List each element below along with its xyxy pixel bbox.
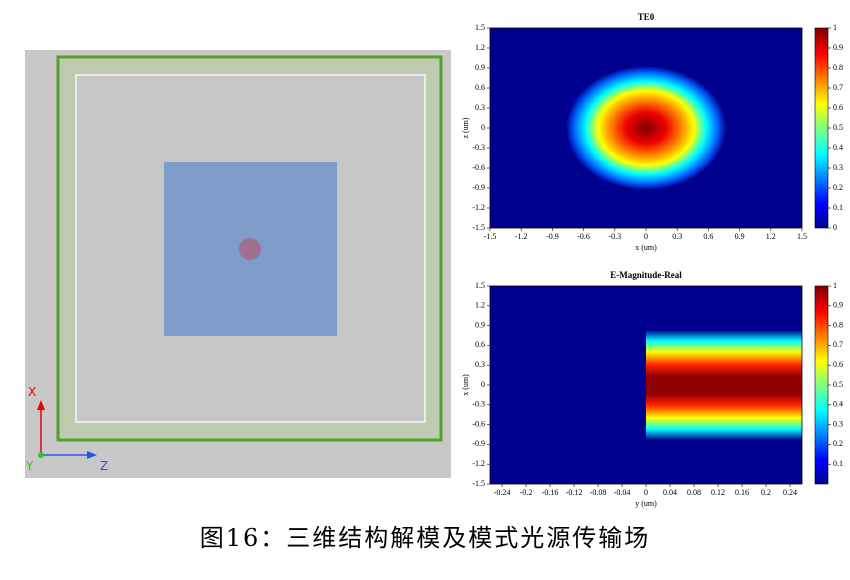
y-tick-label: 1.2 bbox=[475, 301, 485, 310]
y-tick-label: -0.9 bbox=[472, 183, 485, 192]
y-tick-label: 0.3 bbox=[475, 360, 485, 369]
colorbar-tick-label: 0 bbox=[833, 223, 837, 232]
y-tick-label: 1.5 bbox=[475, 23, 485, 32]
colorbar-tick-label: 0.1 bbox=[833, 459, 843, 468]
x-tick-label: 1.5 bbox=[797, 232, 807, 241]
colorbar bbox=[814, 27, 829, 229]
y-axis-label: z (um) bbox=[461, 117, 470, 138]
x-tick-label: -0.3 bbox=[608, 232, 621, 241]
x-axis-label: y (um) bbox=[635, 499, 657, 508]
x-tick-label: 0.08 bbox=[687, 488, 701, 497]
x-tick-label: -0.9 bbox=[546, 232, 559, 241]
x-tick-label: 1.2 bbox=[766, 232, 776, 241]
y-tick-label: -1.2 bbox=[472, 203, 485, 212]
y-tick-label: -0.3 bbox=[472, 400, 485, 409]
x-tick-label: -1.5 bbox=[484, 232, 497, 241]
view-3d: X Y Z bbox=[25, 50, 451, 478]
x-tick-label: -0.16 bbox=[542, 488, 559, 497]
axis-label-z: Z bbox=[100, 459, 108, 473]
y-tick-label: 0 bbox=[481, 380, 485, 389]
colorbar-tick-label: 0.5 bbox=[833, 123, 843, 132]
x-tick-label: 0.24 bbox=[783, 488, 797, 497]
colorbar-tick-label: 0.5 bbox=[833, 380, 843, 389]
colorbar-tick-label: 0.2 bbox=[833, 183, 843, 192]
colorbar-tick-label: 0.7 bbox=[833, 340, 843, 349]
x-tick-label: 0.12 bbox=[711, 488, 725, 497]
y-tick-label: 1.5 bbox=[475, 281, 485, 290]
y-tick-label: 0.6 bbox=[475, 83, 485, 92]
colorbar-tick-label: 0.6 bbox=[833, 103, 843, 112]
y-axis bbox=[38, 452, 44, 458]
y-tick-label: 0.6 bbox=[475, 340, 485, 349]
x-tick-label: -0.2 bbox=[520, 488, 533, 497]
mode-field bbox=[566, 66, 726, 190]
x-tick-label: -1.2 bbox=[515, 232, 528, 241]
y-tick-label: -0.9 bbox=[472, 439, 485, 448]
source bbox=[239, 238, 261, 260]
y-axis-label: x (um) bbox=[461, 374, 470, 396]
y-tick-label: -0.6 bbox=[472, 419, 485, 428]
x-tick-label: 0.9 bbox=[735, 232, 745, 241]
z-arrow bbox=[87, 451, 97, 459]
colorbar-tick-label: 0.4 bbox=[833, 400, 843, 409]
colorbar-tick-label: 0.8 bbox=[833, 320, 843, 329]
x-tick-label: 0.2 bbox=[761, 488, 771, 497]
x-tick-label: -0.24 bbox=[494, 488, 511, 497]
axis-label-x: X bbox=[28, 385, 36, 399]
y-tick-label: -1.2 bbox=[472, 459, 485, 468]
y-tick-label: 0 bbox=[481, 123, 485, 132]
x-axis-label: x (um) bbox=[635, 243, 657, 252]
colorbar-tick-label: 1 bbox=[833, 281, 837, 290]
propagating-field bbox=[646, 330, 802, 440]
plot-title: E-Magnitude-Real bbox=[610, 270, 682, 280]
colorbar-tick-label: 0.3 bbox=[833, 419, 843, 428]
colorbar-tick-label: 0.2 bbox=[833, 439, 843, 448]
colorbar-tick-label: 0.7 bbox=[833, 83, 843, 92]
x-tick-label: 0 bbox=[644, 488, 648, 497]
y-tick-label: -1.5 bbox=[472, 223, 485, 232]
colorbar-tick-label: 0.3 bbox=[833, 163, 843, 172]
y-tick-label: -0.6 bbox=[472, 163, 485, 172]
axis-label-y: Y bbox=[25, 459, 34, 473]
x-tick-label: 0.6 bbox=[703, 232, 713, 241]
y-tick-label: -0.3 bbox=[472, 143, 485, 152]
y-tick-label: -1.5 bbox=[472, 479, 485, 488]
y-tick-label: 0.3 bbox=[475, 103, 485, 112]
x-tick-label: 0.16 bbox=[735, 488, 749, 497]
colorbar-tick-label: 0.6 bbox=[833, 360, 843, 369]
colorbar-tick-label: 0.8 bbox=[833, 63, 843, 72]
y-tick-label: 0.9 bbox=[475, 320, 485, 329]
y-tick-label: 1.2 bbox=[475, 43, 485, 52]
x-tick-label: 0.3 bbox=[672, 232, 682, 241]
colorbar bbox=[814, 285, 829, 485]
x-tick-label: -0.12 bbox=[566, 488, 583, 497]
colorbar-tick-label: 0.1 bbox=[833, 203, 843, 212]
x-tick-label: 0.04 bbox=[663, 488, 677, 497]
x-tick-label: -0.6 bbox=[577, 232, 590, 241]
colorbar-tick-label: 0.9 bbox=[833, 43, 843, 52]
x-tick-label: -0.08 bbox=[590, 488, 607, 497]
caption: 图16：三维结构解模及模式光源传输场 bbox=[200, 524, 651, 552]
plot-title: TE0 bbox=[638, 12, 655, 22]
x-tick-label: 0 bbox=[644, 232, 648, 241]
y-tick-label: 0.9 bbox=[475, 63, 485, 72]
colorbar-tick-label: 0.9 bbox=[833, 301, 843, 310]
x-arrow bbox=[37, 400, 45, 410]
colorbar-tick-label: 1 bbox=[833, 23, 837, 32]
x-tick-label: -0.04 bbox=[614, 488, 631, 497]
colorbar-tick-label: 0.4 bbox=[833, 143, 843, 152]
